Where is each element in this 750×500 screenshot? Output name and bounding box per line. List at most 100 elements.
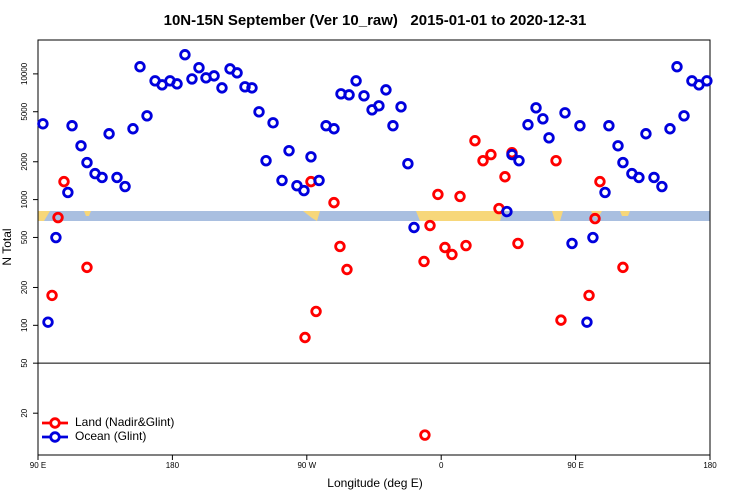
land-patch bbox=[303, 211, 320, 221]
point bbox=[276, 174, 288, 187]
land-patch bbox=[416, 211, 503, 221]
point bbox=[603, 120, 615, 132]
point bbox=[341, 263, 353, 276]
point bbox=[42, 316, 54, 328]
point bbox=[501, 205, 513, 218]
y-tick-label: 500 bbox=[20, 230, 29, 244]
point bbox=[550, 154, 562, 167]
point bbox=[216, 82, 228, 94]
point bbox=[543, 132, 555, 144]
point bbox=[424, 219, 436, 232]
y-axis-label: N Total bbox=[0, 228, 14, 265]
point bbox=[96, 171, 108, 184]
point bbox=[485, 148, 497, 161]
y-tick-label: 50 bbox=[20, 358, 29, 367]
point bbox=[387, 120, 399, 132]
point bbox=[408, 221, 420, 234]
point bbox=[559, 107, 571, 119]
point bbox=[454, 190, 466, 203]
point bbox=[52, 211, 64, 224]
point bbox=[512, 237, 524, 250]
y-tick-label: 5000 bbox=[20, 102, 29, 120]
point bbox=[537, 113, 549, 125]
point bbox=[530, 102, 542, 114]
chart-title: 10N-15N September (Ver 10_raw) 2015-01-0… bbox=[164, 12, 587, 29]
point bbox=[418, 255, 430, 268]
point bbox=[656, 180, 668, 193]
point bbox=[179, 49, 191, 61]
point bbox=[599, 186, 611, 199]
legend-marker bbox=[49, 417, 61, 429]
x-tick-label: 180 bbox=[703, 461, 717, 470]
y-tick-label: 10000 bbox=[20, 62, 29, 85]
point bbox=[37, 118, 49, 130]
land-mask-band bbox=[38, 211, 710, 221]
point bbox=[395, 101, 407, 113]
point bbox=[313, 174, 325, 187]
point bbox=[134, 61, 146, 73]
point bbox=[246, 82, 258, 94]
point bbox=[432, 188, 444, 201]
point bbox=[66, 120, 78, 132]
point bbox=[334, 240, 346, 253]
point bbox=[380, 84, 392, 96]
legend-label: Land (Nadir&Glint) bbox=[75, 415, 174, 429]
point bbox=[583, 289, 595, 302]
point bbox=[260, 154, 272, 167]
point bbox=[62, 186, 74, 199]
point bbox=[298, 184, 310, 197]
point bbox=[419, 429, 431, 441]
legend-label: Ocean (Glint) bbox=[75, 429, 146, 443]
point bbox=[469, 135, 481, 147]
y-tick-label: 100 bbox=[20, 318, 29, 332]
point bbox=[208, 70, 220, 82]
y-tick-label: 1000 bbox=[20, 190, 29, 208]
point bbox=[358, 90, 370, 102]
point bbox=[253, 106, 265, 118]
land-patch bbox=[38, 211, 50, 221]
point bbox=[522, 119, 534, 131]
point bbox=[402, 158, 414, 170]
point bbox=[193, 61, 205, 74]
x-tick-label: 90 E bbox=[30, 461, 46, 470]
point bbox=[664, 123, 676, 135]
point bbox=[581, 316, 593, 328]
point bbox=[299, 331, 311, 344]
point bbox=[460, 239, 472, 252]
point bbox=[127, 123, 139, 135]
point bbox=[701, 75, 713, 87]
point bbox=[171, 78, 183, 90]
point bbox=[587, 231, 599, 244]
point bbox=[633, 171, 645, 184]
point bbox=[612, 140, 624, 152]
land-patch bbox=[84, 211, 91, 216]
legend-marker bbox=[49, 431, 61, 443]
point bbox=[81, 156, 93, 169]
point bbox=[499, 171, 511, 183]
point bbox=[555, 314, 567, 326]
ocean-band bbox=[38, 211, 710, 221]
point bbox=[231, 67, 243, 79]
point bbox=[305, 151, 317, 163]
point bbox=[267, 117, 279, 129]
point bbox=[574, 120, 586, 132]
y-tick-label: 20 bbox=[20, 408, 29, 417]
point bbox=[81, 261, 93, 274]
point bbox=[373, 100, 385, 112]
point bbox=[310, 305, 322, 318]
point bbox=[343, 89, 355, 101]
point bbox=[594, 175, 606, 188]
point bbox=[75, 140, 87, 152]
point bbox=[50, 231, 62, 244]
x-tick-label: 90 E bbox=[567, 461, 583, 470]
land-patch bbox=[552, 211, 563, 221]
point bbox=[617, 156, 629, 169]
y-tick-label: 2000 bbox=[20, 152, 29, 170]
land-patch bbox=[620, 211, 630, 216]
x-axis-label: Longitude (deg E) bbox=[327, 476, 422, 490]
point bbox=[239, 81, 251, 93]
x-tick-label: 180 bbox=[166, 461, 180, 470]
point bbox=[589, 212, 601, 225]
